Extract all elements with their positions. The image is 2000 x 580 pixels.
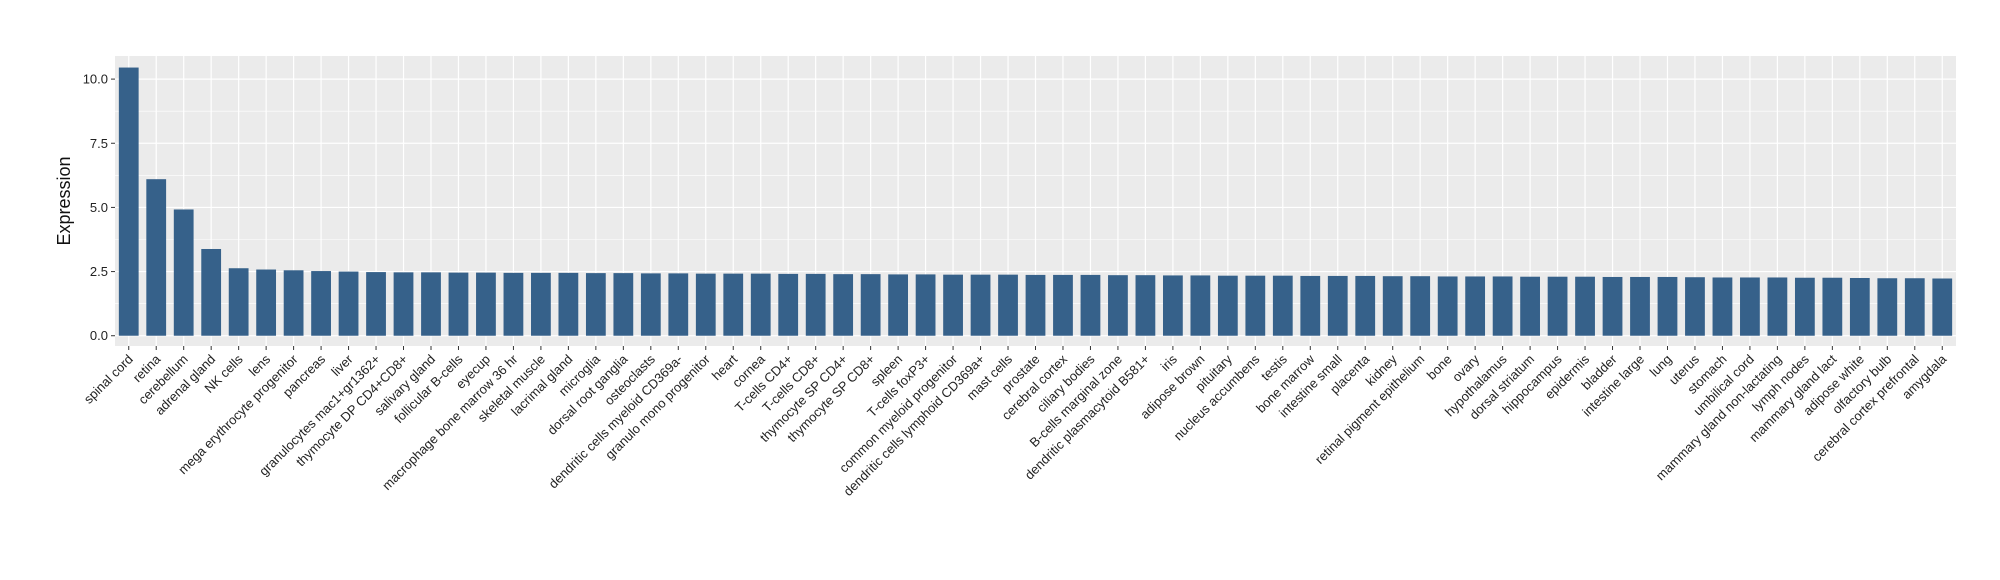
bar (448, 272, 469, 336)
bar (1740, 277, 1760, 336)
bar (1794, 277, 1815, 336)
bar (1657, 276, 1678, 336)
bar (1685, 277, 1705, 336)
bars (118, 67, 1953, 336)
bar (1575, 276, 1595, 336)
y-axis: 0.0 2.5 5.0 7.5 10.0 (83, 72, 115, 343)
bar (558, 272, 579, 336)
bar (1410, 276, 1431, 336)
bar (1767, 277, 1788, 336)
bar (1904, 278, 1925, 336)
bar (613, 273, 634, 336)
bar (640, 273, 661, 336)
bar (256, 269, 277, 336)
bar (338, 271, 359, 336)
bar (1465, 276, 1486, 336)
bar (860, 274, 881, 336)
bar (1025, 274, 1046, 336)
bar (311, 271, 331, 336)
bar (1327, 275, 1348, 336)
bar (1162, 275, 1183, 336)
bar (476, 272, 496, 336)
bar (915, 274, 936, 336)
y-axis-title: Expression (54, 156, 74, 245)
bar (723, 273, 744, 336)
bar (943, 274, 963, 336)
y-tick-label: 0.0 (90, 328, 108, 343)
bar (888, 274, 909, 336)
x-tick-label: bone (1424, 352, 1455, 383)
bar (750, 273, 771, 336)
bar (1245, 275, 1266, 336)
bar (1437, 276, 1458, 336)
bar (1300, 275, 1321, 336)
bar (1932, 278, 1953, 336)
bar (805, 273, 826, 336)
bar (1382, 276, 1403, 336)
bar (503, 272, 524, 336)
bar (1712, 277, 1733, 336)
bar (421, 272, 441, 336)
bar (1520, 276, 1540, 336)
bar (1355, 275, 1376, 336)
bar (778, 273, 799, 336)
bar (1272, 275, 1293, 336)
bar (668, 273, 689, 336)
y-tick-label: 2.5 (90, 264, 108, 279)
bar (1135, 275, 1156, 336)
bar (1492, 276, 1513, 336)
y-tick-label: 7.5 (90, 136, 108, 151)
bar (118, 67, 139, 336)
bar (146, 179, 167, 336)
bar (1602, 276, 1623, 336)
bar (1053, 274, 1073, 336)
y-tick-label: 10.0 (83, 72, 108, 87)
bar (998, 274, 1018, 336)
bar (173, 209, 194, 336)
x-tick-label: spinal cord (81, 352, 136, 407)
bar (1822, 277, 1843, 336)
bar (1547, 276, 1568, 336)
bar (1630, 276, 1650, 336)
bar (1877, 278, 1898, 336)
bar (833, 274, 854, 336)
bar (366, 272, 386, 336)
bar (201, 248, 222, 336)
bar (228, 268, 249, 336)
bar (1108, 275, 1128, 336)
bar (1849, 277, 1870, 336)
bar (1080, 274, 1101, 336)
bar (585, 273, 606, 336)
y-tick-label: 5.0 (90, 200, 108, 215)
bar (1190, 275, 1211, 336)
bar (970, 274, 991, 336)
bar (531, 272, 551, 336)
bar (1217, 275, 1238, 336)
bar (695, 273, 716, 336)
bar (283, 270, 304, 336)
bar (393, 272, 414, 336)
